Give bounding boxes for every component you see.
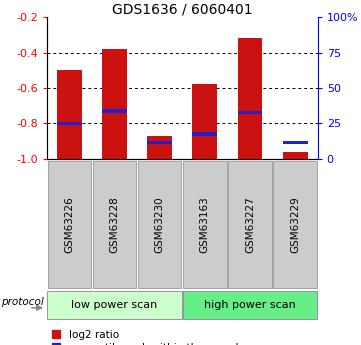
Text: low power scan: low power scan [71, 300, 158, 310]
Text: GSM63226: GSM63226 [65, 196, 74, 253]
Bar [57, 122, 82, 125]
FancyBboxPatch shape [229, 161, 272, 288]
Text: GSM63230: GSM63230 [155, 196, 165, 253]
Text: GSM63163: GSM63163 [200, 196, 210, 253]
Legend: log2 ratio, percentile rank within the sample: log2 ratio, percentile rank within the s… [52, 329, 245, 345]
Bar [238, 38, 262, 159]
Bar [238, 111, 262, 114]
FancyBboxPatch shape [48, 161, 91, 288]
FancyBboxPatch shape [93, 161, 136, 288]
Bar [102, 49, 127, 159]
Bar [147, 141, 172, 144]
Bar [283, 151, 308, 159]
Text: GSM63227: GSM63227 [245, 196, 255, 253]
Text: GSM63228: GSM63228 [110, 196, 119, 253]
Text: GSM63229: GSM63229 [290, 196, 300, 253]
Bar [192, 132, 217, 136]
Bar [192, 85, 217, 159]
FancyBboxPatch shape [138, 161, 182, 288]
Text: high power scan: high power scan [204, 300, 296, 310]
FancyBboxPatch shape [183, 291, 317, 319]
Bar [57, 70, 82, 159]
FancyBboxPatch shape [47, 291, 182, 319]
FancyBboxPatch shape [183, 161, 227, 288]
Bar [102, 109, 127, 112]
Bar [283, 141, 308, 144]
Text: protocol: protocol [1, 297, 44, 307]
Bar [147, 136, 172, 159]
FancyBboxPatch shape [274, 161, 317, 288]
Title: GDS1636 / 6060401: GDS1636 / 6060401 [112, 2, 253, 16]
